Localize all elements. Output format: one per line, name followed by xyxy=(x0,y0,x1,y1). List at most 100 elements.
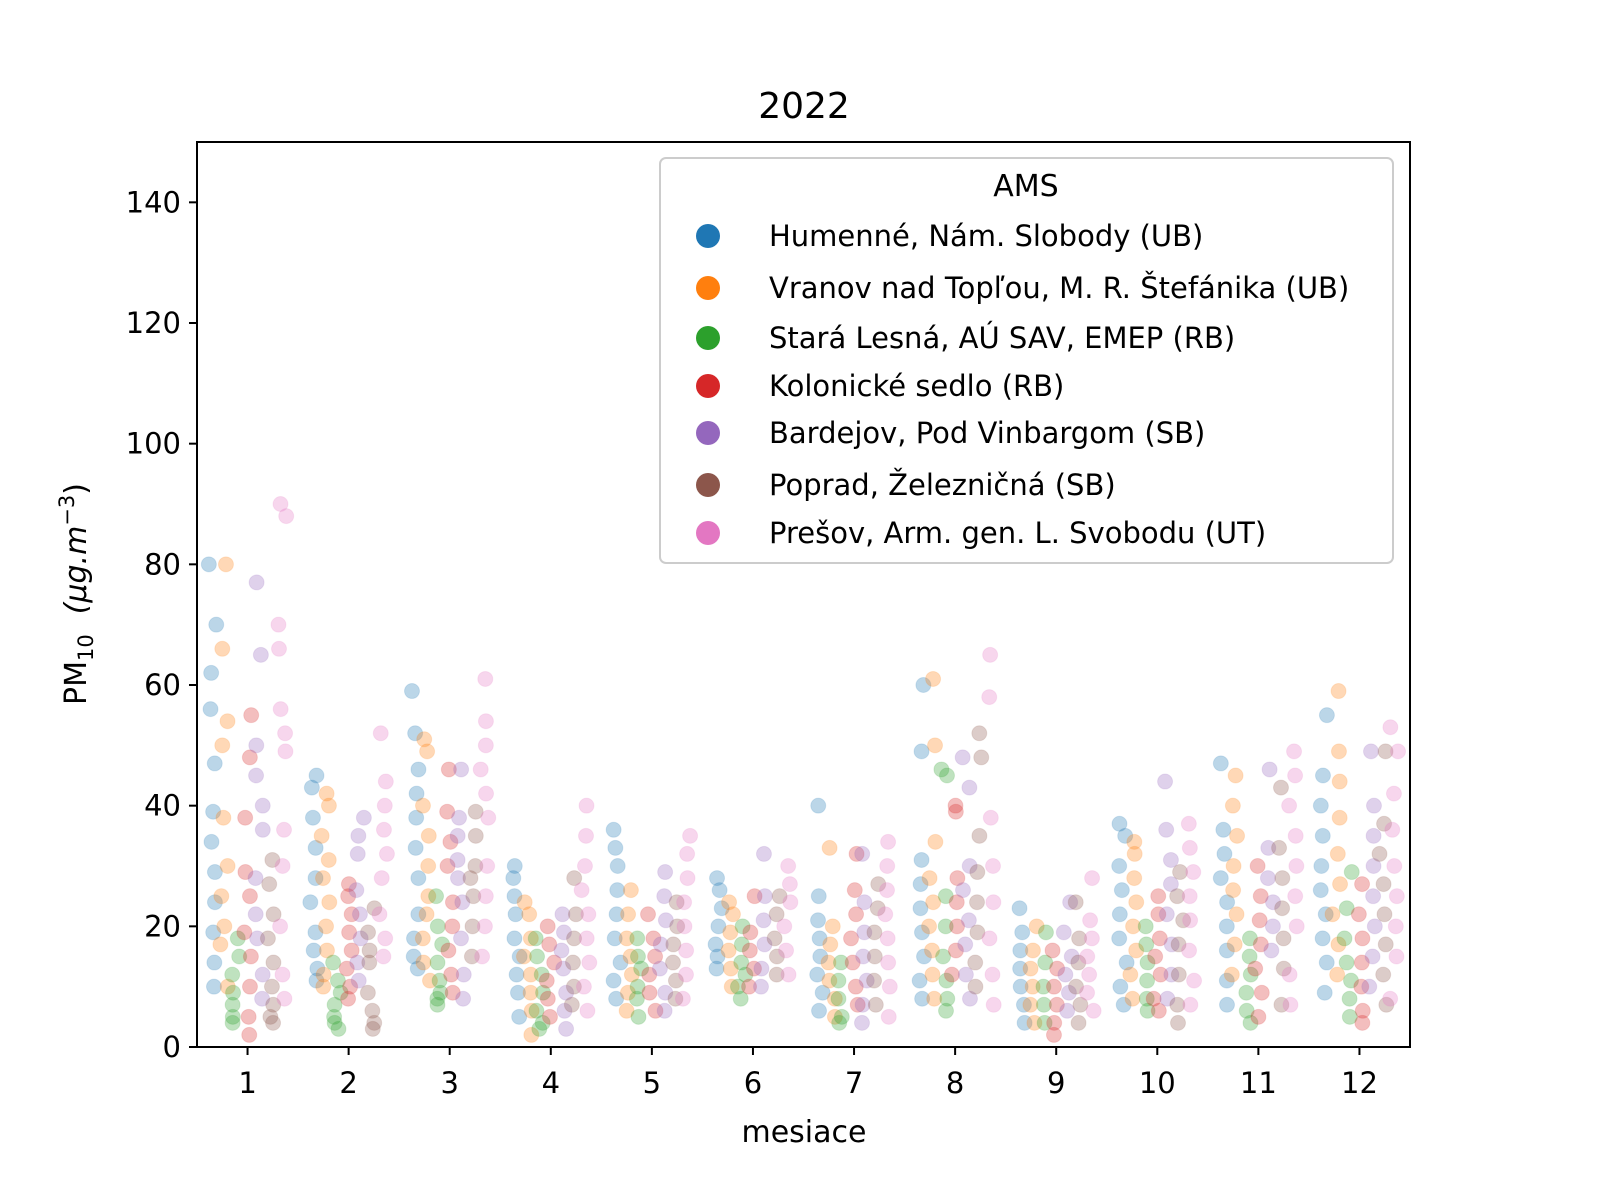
data-point xyxy=(259,930,276,947)
data-point xyxy=(1218,918,1235,935)
data-point xyxy=(523,1002,540,1019)
data-point xyxy=(366,900,383,917)
data-point xyxy=(247,870,264,887)
legend-label: Prešov, Arm. gen. L. Svobodu (UT) xyxy=(769,516,1266,550)
data-point xyxy=(710,918,727,935)
data-point xyxy=(243,707,260,724)
data-point xyxy=(914,990,931,1007)
data-point xyxy=(1353,978,1370,995)
legend-label: Humenné, Nám. Slobody (UB) xyxy=(769,219,1203,253)
data-point xyxy=(303,779,320,796)
data-point xyxy=(867,996,884,1013)
data-point xyxy=(1012,942,1029,959)
data-point xyxy=(535,984,552,1001)
data-point xyxy=(410,761,427,778)
data-point xyxy=(455,990,472,1007)
data-point xyxy=(1225,882,1242,899)
data-point xyxy=(534,1014,551,1031)
data-point xyxy=(1252,888,1269,905)
data-point xyxy=(984,966,1001,983)
data-point xyxy=(563,996,580,1013)
data-point xyxy=(1175,912,1192,929)
data-point xyxy=(1238,984,1255,1001)
data-point xyxy=(1024,942,1041,959)
data-point xyxy=(879,858,896,874)
data-point xyxy=(507,906,524,923)
data-point xyxy=(406,930,423,947)
data-point xyxy=(1365,888,1382,905)
data-point xyxy=(420,858,437,874)
data-point xyxy=(1046,1014,1063,1031)
data-point xyxy=(375,821,392,838)
data-point xyxy=(479,858,496,874)
data-point xyxy=(480,809,497,826)
data-point xyxy=(348,882,365,899)
data-point xyxy=(454,894,471,911)
data-point xyxy=(947,803,964,820)
data-point xyxy=(241,978,258,995)
data-point xyxy=(880,833,897,850)
data-point xyxy=(1218,972,1235,989)
x-tick-label: 3 xyxy=(440,1066,458,1100)
data-point xyxy=(464,918,481,935)
data-point xyxy=(921,918,938,935)
y-tick-label: 140 xyxy=(126,185,181,219)
data-point xyxy=(429,996,446,1013)
data-point xyxy=(205,803,222,820)
data-point xyxy=(1151,930,1168,947)
data-point xyxy=(361,954,378,971)
data-point xyxy=(1111,858,1128,874)
data-point xyxy=(973,749,990,766)
data-point xyxy=(229,930,246,947)
data-point xyxy=(1353,954,1370,971)
data-point xyxy=(474,948,491,965)
data-point xyxy=(926,990,943,1007)
data-point xyxy=(1275,960,1292,977)
data-point xyxy=(1288,918,1305,935)
data-point xyxy=(969,894,986,911)
data-point xyxy=(619,984,636,1001)
data-point xyxy=(1382,990,1399,1007)
data-point xyxy=(753,960,770,977)
data-point xyxy=(1332,876,1349,893)
data-point xyxy=(506,888,523,905)
data-point xyxy=(605,972,622,989)
data-point xyxy=(477,888,494,905)
data-point xyxy=(1329,845,1346,862)
data-point xyxy=(1260,839,1277,856)
data-point xyxy=(449,827,466,844)
data-point xyxy=(420,827,437,844)
data-point xyxy=(472,761,489,778)
data-point xyxy=(203,664,220,681)
y-axis: 0 20 40 60 80 100 120 140 xyxy=(126,185,197,1064)
y-tick-label: 100 xyxy=(126,427,181,461)
data-point xyxy=(937,918,954,935)
data-point xyxy=(1314,930,1331,947)
data-point xyxy=(612,954,629,971)
data-point xyxy=(1366,918,1383,935)
data-point xyxy=(1016,1014,1033,1031)
y-tick-label: 80 xyxy=(144,547,181,581)
x-tick-label: 10 xyxy=(1139,1066,1176,1100)
data-point xyxy=(1163,936,1180,953)
data-point xyxy=(567,906,584,923)
data-point xyxy=(1169,888,1186,905)
x-tick-label: 5 xyxy=(643,1066,661,1100)
data-point xyxy=(575,978,592,995)
legend-marker xyxy=(696,473,720,497)
data-point xyxy=(657,912,674,929)
data-point xyxy=(407,725,424,742)
data-point xyxy=(462,870,479,887)
data-point xyxy=(913,851,930,868)
data-point xyxy=(880,1008,897,1025)
data-point xyxy=(1219,996,1236,1013)
data-point xyxy=(652,936,669,953)
data-point xyxy=(1067,894,1084,911)
data-point xyxy=(742,924,759,941)
data-point xyxy=(810,912,827,929)
data-point xyxy=(1049,960,1066,977)
data-point xyxy=(830,990,847,1007)
data-point xyxy=(609,858,626,874)
data-point xyxy=(1378,996,1395,1013)
